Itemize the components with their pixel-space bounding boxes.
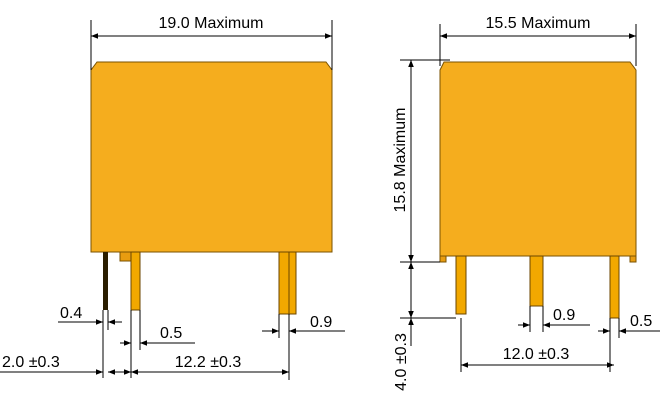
front-relay-body (90, 61, 333, 253)
side-step-left (439, 255, 447, 263)
front-view: 19.0 Maximum 0.4 0.5 0.9 2.0 ±0.3 12.2 ±… (0, 15, 345, 380)
front-pin-3 (278, 251, 290, 315)
side-pin-center (529, 255, 544, 307)
side-step-right (629, 255, 637, 263)
pin-offset-label: 2.0 ±0.3 (2, 354, 60, 371)
pin-width-label: 0.4 (60, 305, 82, 322)
side-height-label: 15.8 Maximum (392, 108, 409, 213)
pin-thickness-label: 0.5 (160, 325, 182, 342)
side-view: 15.5 Maximum 15.8 Maximum 4.0 ±0.3 0.9 0… (392, 15, 660, 391)
side-pin-left (455, 255, 467, 315)
side-right-pin-width-label: 0.5 (630, 313, 652, 330)
front-width-label: 19.0 Maximum (159, 15, 264, 32)
front-pin-2 (130, 251, 141, 311)
pin-length-label: 4.0 ±0.3 (393, 333, 410, 391)
side-relay-body (439, 61, 637, 257)
right-pin-width-label: 0.9 (310, 314, 332, 331)
pin-spacing-label: 12.2 ±0.3 (175, 354, 242, 371)
side-spacing-label: 12.0 ±0.3 (503, 346, 570, 363)
side-width-label: 15.5 Maximum (486, 15, 591, 32)
center-pin-width-label: 0.9 (553, 307, 575, 324)
front-pin-1 (103, 252, 108, 310)
front-pin-4 (288, 251, 297, 315)
side-pin-right (609, 255, 620, 319)
